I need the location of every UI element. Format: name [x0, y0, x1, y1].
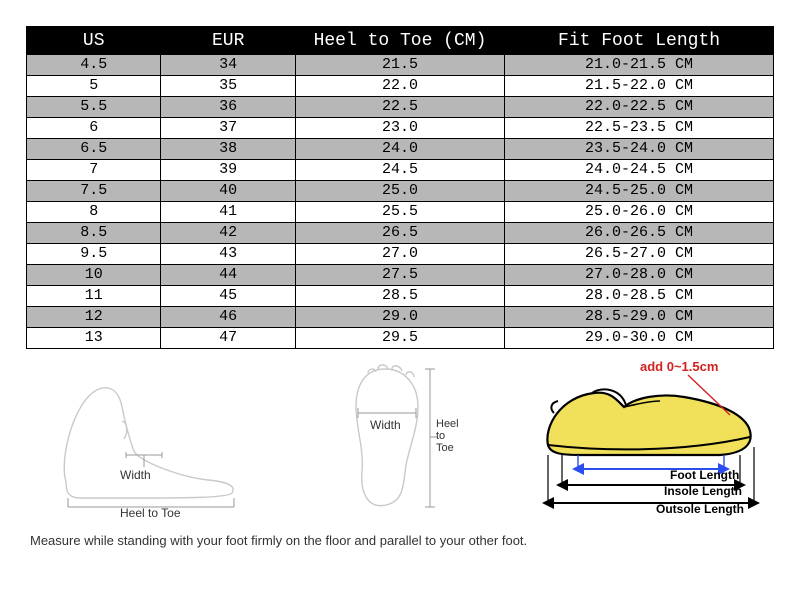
table-cell: 27.5 — [295, 265, 504, 286]
label-width-2: Width — [370, 418, 401, 432]
table-cell: 24.5 — [295, 160, 504, 181]
table-row: 114528.528.0-28.5 CM — [27, 286, 774, 307]
foot-top-diagram: Width HeeltoToe — [320, 357, 460, 517]
table-cell: 25.0-26.0 CM — [505, 202, 774, 223]
table-row: 63723.022.5-23.5 CM — [27, 118, 774, 139]
table-cell: 22.5 — [295, 97, 504, 118]
shoe-length-diagram: add 0~1.5cm — [520, 357, 770, 517]
table-cell: 27.0-28.0 CM — [505, 265, 774, 286]
table-cell: 29.0 — [295, 307, 504, 328]
table-cell: 22.0-22.5 CM — [505, 97, 774, 118]
table-cell: 22.0 — [295, 76, 504, 97]
table-cell: 10 — [27, 265, 161, 286]
table-cell: 42 — [161, 223, 295, 244]
table-cell: 44 — [161, 265, 295, 286]
foot-side-diagram: Width Heel to Toe — [30, 367, 260, 517]
table-row: 5.53622.522.0-22.5 CM — [27, 97, 774, 118]
table-cell: 25.5 — [295, 202, 504, 223]
col-header-us: US — [27, 27, 161, 55]
table-row: 84125.525.0-26.0 CM — [27, 202, 774, 223]
diagram-row: Width Heel to Toe — [26, 357, 774, 517]
table-cell: 29.0-30.0 CM — [505, 328, 774, 349]
table-cell: 21.5 — [295, 55, 504, 76]
table-cell: 26.5-27.0 CM — [505, 244, 774, 265]
table-cell: 43 — [161, 244, 295, 265]
label-width: Width — [120, 468, 151, 482]
label-outsole-length: Outsole Length — [656, 502, 744, 516]
table-row: 9.54327.026.5-27.0 CM — [27, 244, 774, 265]
table-row: 7.54025.024.5-25.0 CM — [27, 181, 774, 202]
table-row: 73924.524.0-24.5 CM — [27, 160, 774, 181]
table-cell: 45 — [161, 286, 295, 307]
table-cell: 25.0 — [295, 181, 504, 202]
table-header-row: US EUR Heel to Toe (CM) Fit Foot Length — [27, 27, 774, 55]
col-header-eur: EUR — [161, 27, 295, 55]
table-cell: 37 — [161, 118, 295, 139]
table-cell: 12 — [27, 307, 161, 328]
table-cell: 36 — [161, 97, 295, 118]
table-cell: 41 — [161, 202, 295, 223]
table-cell: 21.5-22.0 CM — [505, 76, 774, 97]
table-cell: 24.0 — [295, 139, 504, 160]
table-cell: 5.5 — [27, 97, 161, 118]
table-cell: 11 — [27, 286, 161, 307]
label-add-cm: add 0~1.5cm — [640, 359, 718, 374]
table-cell: 6.5 — [27, 139, 161, 160]
table-cell: 9.5 — [27, 244, 161, 265]
table-cell: 8.5 — [27, 223, 161, 244]
table-cell: 27.0 — [295, 244, 504, 265]
label-insole-length: Insole Length — [664, 484, 742, 498]
table-cell: 29.5 — [295, 328, 504, 349]
col-header-h2t: Heel to Toe (CM) — [295, 27, 504, 55]
table-row: 124629.028.5-29.0 CM — [27, 307, 774, 328]
table-cell: 8 — [27, 202, 161, 223]
table-cell: 26.5 — [295, 223, 504, 244]
table-row: 134729.529.0-30.0 CM — [27, 328, 774, 349]
label-heel-to-toe-2: HeeltoToe — [436, 418, 459, 454]
table-cell: 13 — [27, 328, 161, 349]
table-cell: 7 — [27, 160, 161, 181]
table-cell: 46 — [161, 307, 295, 328]
table-cell: 23.5-24.0 CM — [505, 139, 774, 160]
label-foot-length: Foot Length — [670, 468, 739, 482]
table-cell: 39 — [161, 160, 295, 181]
label-heel-to-toe-1: Heel to Toe — [120, 506, 181, 517]
table-cell: 26.0-26.5 CM — [505, 223, 774, 244]
table-cell: 6 — [27, 118, 161, 139]
col-header-fit: Fit Foot Length — [505, 27, 774, 55]
table-cell: 34 — [161, 55, 295, 76]
table-cell: 28.5 — [295, 286, 504, 307]
table-row: 8.54226.526.0-26.5 CM — [27, 223, 774, 244]
table-cell: 47 — [161, 328, 295, 349]
table-cell: 22.5-23.5 CM — [505, 118, 774, 139]
size-chart-table: US EUR Heel to Toe (CM) Fit Foot Length … — [26, 26, 774, 349]
table-row: 104427.527.0-28.0 CM — [27, 265, 774, 286]
table-cell: 28.5-29.0 CM — [505, 307, 774, 328]
measurement-note: Measure while standing with your foot fi… — [0, 527, 800, 548]
table-cell: 38 — [161, 139, 295, 160]
table-cell: 24.5-25.0 CM — [505, 181, 774, 202]
table-cell: 7.5 — [27, 181, 161, 202]
table-row: 53522.021.5-22.0 CM — [27, 76, 774, 97]
table-cell: 21.0-21.5 CM — [505, 55, 774, 76]
table-cell: 40 — [161, 181, 295, 202]
table-row: 6.53824.023.5-24.0 CM — [27, 139, 774, 160]
table-cell: 28.0-28.5 CM — [505, 286, 774, 307]
table-cell: 4.5 — [27, 55, 161, 76]
table-cell: 35 — [161, 76, 295, 97]
table-cell: 23.0 — [295, 118, 504, 139]
table-cell: 24.0-24.5 CM — [505, 160, 774, 181]
table-cell: 5 — [27, 76, 161, 97]
table-row: 4.53421.521.0-21.5 CM — [27, 55, 774, 76]
